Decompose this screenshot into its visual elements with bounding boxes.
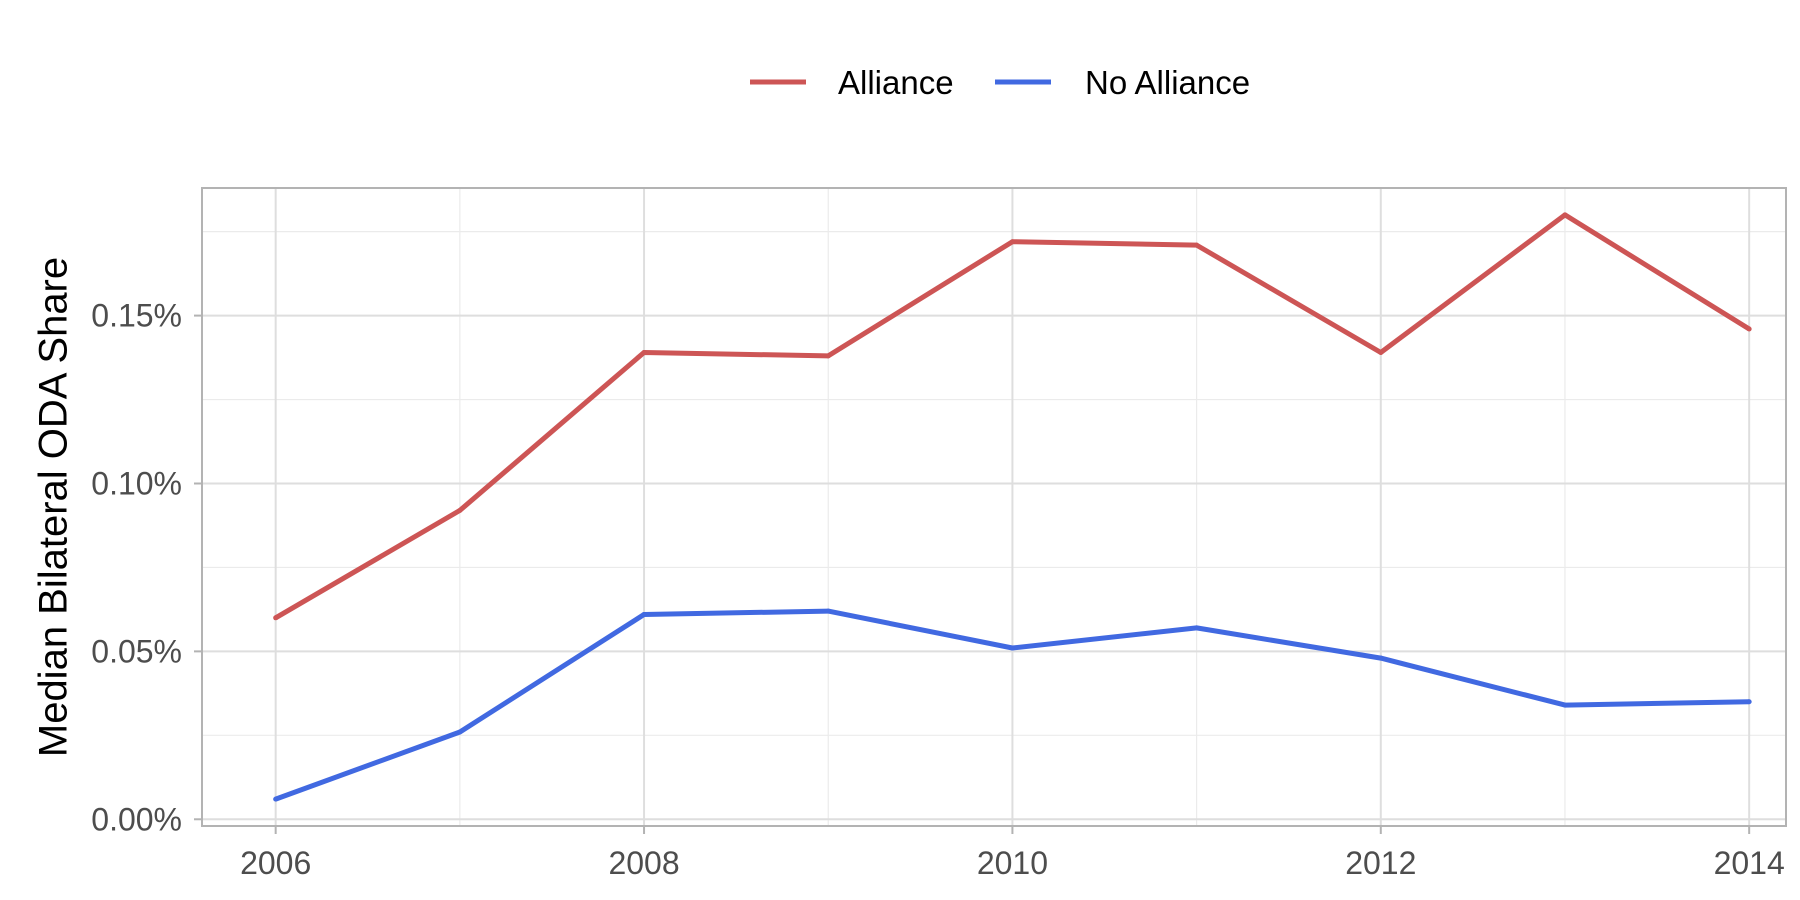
x-axis-tick-labels: 2006 2008 2010 2012 2014 xyxy=(240,845,1785,881)
data-point xyxy=(825,353,831,359)
x-axis-tick-label: 2006 xyxy=(240,845,311,881)
legend: Alliance No Alliance xyxy=(750,64,1250,101)
data-point xyxy=(1194,242,1200,248)
grid xyxy=(202,188,1786,826)
data-point xyxy=(1009,645,1015,651)
data-point xyxy=(1562,212,1568,218)
data-point xyxy=(825,608,831,614)
legend-label: Alliance xyxy=(838,64,954,101)
data-point xyxy=(273,615,279,621)
y-axis-tick-labels: 0.00% 0.05% 0.10% 0.15% xyxy=(91,298,182,838)
data-point xyxy=(641,611,647,617)
data-point xyxy=(1194,625,1200,631)
data-point xyxy=(1378,350,1384,356)
y-axis-title: Median Bilateral ODA Share xyxy=(32,257,76,757)
data-point xyxy=(1746,326,1752,332)
x-axis-tick-label: 2012 xyxy=(1345,845,1416,881)
x-axis-tick-label: 2008 xyxy=(608,845,679,881)
data-point xyxy=(641,350,647,356)
series-alliance xyxy=(273,212,1752,621)
axis-ticks xyxy=(194,314,1751,834)
data-point xyxy=(1562,702,1568,708)
y-axis-tick-label: 0.10% xyxy=(91,465,182,501)
x-axis-tick-label: 2010 xyxy=(977,845,1048,881)
data-point xyxy=(1746,699,1752,705)
legend-item-no-alliance: No Alliance xyxy=(995,64,1250,101)
data-point xyxy=(1378,655,1384,661)
data-point xyxy=(457,507,463,513)
panel-border xyxy=(201,187,1787,827)
series-lines xyxy=(273,212,1752,802)
data-point xyxy=(273,796,279,802)
y-axis-tick-label: 0.00% xyxy=(91,801,182,837)
series-no-alliance xyxy=(273,608,1752,802)
y-axis-tick-label: 0.05% xyxy=(91,633,182,669)
data-point xyxy=(457,729,463,735)
data-point xyxy=(1009,239,1015,245)
legend-item-alliance: Alliance xyxy=(750,64,954,101)
x-axis-tick-label: 2014 xyxy=(1714,845,1785,881)
legend-label: No Alliance xyxy=(1085,64,1250,101)
y-axis-tick-label: 0.15% xyxy=(91,298,182,334)
